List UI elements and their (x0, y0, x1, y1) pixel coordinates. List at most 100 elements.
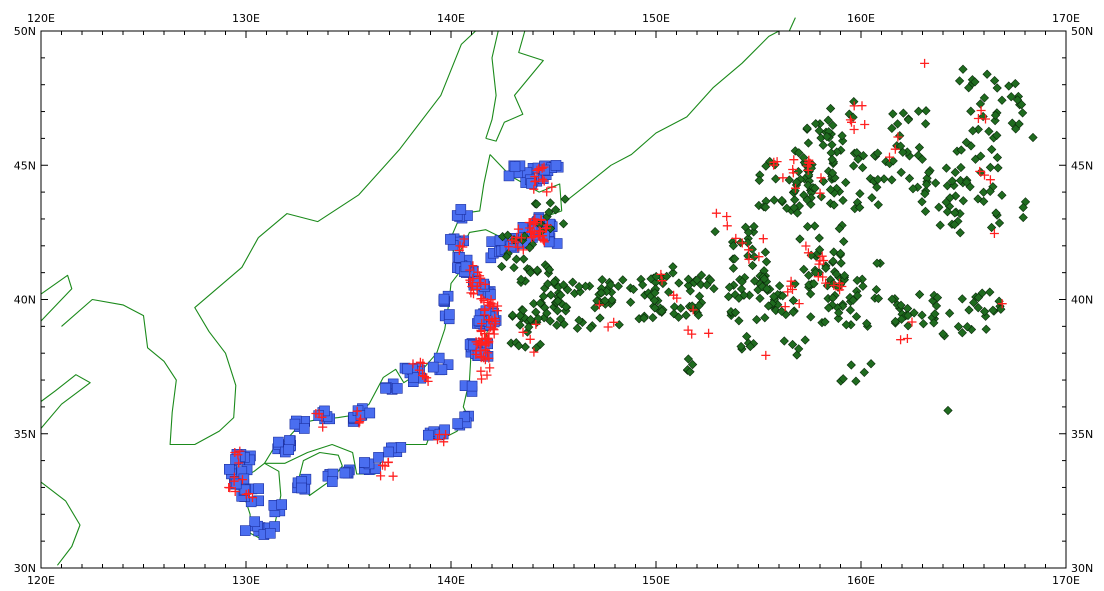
ocean-observation-marker (846, 360, 856, 370)
red-cross-marker (532, 165, 542, 175)
ocean-observation-marker (1018, 212, 1028, 223)
red-cross-marker (476, 366, 486, 376)
red-cross-marker (744, 254, 754, 264)
red-cross-marker (415, 357, 425, 367)
ocean-observation-marker (802, 221, 813, 232)
red-cross-marker (248, 493, 257, 503)
red-cross-marker (482, 370, 492, 380)
ocean-observation-marker (913, 106, 924, 116)
ocean-observation-marker (827, 154, 837, 165)
lat-tick-label-right: 35N (1071, 428, 1093, 441)
sakhalin-coast (485, 30, 544, 142)
ocean-observation-marker (794, 344, 804, 354)
ocean-observation-marker (924, 167, 934, 178)
red-cross-marker (847, 117, 856, 127)
ocean-observation-marker (769, 195, 779, 205)
ocean-observation-marker (930, 309, 940, 319)
ocean-observation-marker (837, 131, 847, 141)
ocean-observation-marker (600, 296, 610, 306)
red-cross-marker (669, 290, 679, 300)
coastal-station-marker (224, 463, 235, 475)
red-cross-marker (537, 163, 547, 173)
coastal-station-marker (380, 382, 391, 394)
ocean-observation-marker (855, 202, 865, 213)
ocean-observation-marker (739, 290, 749, 300)
ocean-observation-marker (728, 241, 739, 251)
ocean-observation-marker (994, 218, 1005, 228)
ocean-observation-marker (607, 295, 617, 305)
ocean-observation-marker (988, 305, 998, 315)
coastal-station-marker (273, 436, 284, 448)
ocean-observation-marker (776, 306, 787, 316)
red-cross-marker (511, 237, 520, 247)
ocean-observation-marker (957, 294, 967, 304)
coastal-station-marker (402, 363, 413, 375)
red-cross-marker (722, 212, 732, 221)
ocean-observation-marker (728, 263, 739, 273)
red-cross-marker (814, 259, 824, 269)
red-cross-marker (512, 232, 522, 242)
ocean-observation-marker (992, 83, 1002, 93)
red-cross-marker (791, 183, 800, 193)
ocean-observation-marker (932, 292, 943, 303)
red-cross-marker (485, 363, 495, 373)
red-cross-marker (975, 166, 985, 176)
ocean-observation-marker (968, 126, 978, 136)
red-cross-markers (224, 58, 1007, 503)
ocean-observation-marker (648, 312, 658, 323)
ocean-observation-marker (793, 166, 804, 177)
ocean-observation-marker (892, 119, 903, 129)
red-cross-marker (711, 208, 721, 218)
ocean-observation-marker (515, 310, 525, 321)
ocean-observation-marker (841, 320, 851, 330)
ocean-observation-marker (681, 310, 691, 320)
ocean-observation-marker (990, 115, 1000, 126)
ocean-observation-marker (1028, 132, 1038, 143)
coastal-station-marker (230, 478, 242, 490)
ocean-observation-marker (760, 247, 771, 257)
ocean-observation-marker (760, 313, 770, 323)
lat-tick-label-left: 30N (14, 562, 36, 575)
red-cross-marker (513, 224, 523, 234)
coastal-station-marker (550, 160, 562, 171)
ocean-observation-marker (562, 285, 573, 295)
ocean-observation-marker (947, 176, 957, 186)
ocean-observation-marker (1018, 202, 1028, 213)
ocean-observation-marker (887, 123, 897, 134)
ocean-observation-marker (574, 281, 584, 292)
ocean-observation-marker (920, 206, 931, 217)
ocean-observation-marker (529, 298, 539, 309)
ocean-observation-marker (560, 194, 570, 204)
red-cross-marker (997, 299, 1007, 309)
red-cross-marker (731, 233, 741, 243)
ocean-observation-marker (895, 131, 905, 141)
ocean-observation-marker (520, 342, 530, 352)
red-cross-marker (455, 241, 465, 251)
ocean-observation-marker (685, 286, 695, 296)
ocean-observation-marker (942, 181, 953, 191)
red-cross-marker (383, 457, 393, 467)
ocean-observation-marker (841, 177, 851, 188)
ocean-observation-marker (743, 238, 753, 248)
ocean-observation-marker (558, 219, 569, 229)
ocean-observation-marker (535, 298, 545, 308)
red-cross-marker (476, 273, 486, 283)
red-cross-marker (233, 450, 243, 460)
ocean-observation-marker (814, 245, 825, 255)
red-cross-marker (817, 251, 827, 261)
ocean-observation-marker (668, 262, 678, 272)
ocean-observation-marker (755, 293, 765, 304)
ocean-observation-marker (1012, 95, 1023, 105)
ocean-observation-marker (976, 151, 986, 161)
ocean-observation-marker (553, 296, 563, 306)
ocean-observation-marker (658, 278, 668, 289)
lon-tick-label-top: 120E (27, 12, 55, 25)
ocean-observation-marker (839, 270, 850, 281)
red-cross-marker (786, 276, 796, 286)
red-cross-marker (459, 234, 469, 244)
coastal-station-marker (517, 222, 529, 233)
coastal-station-markers (224, 160, 564, 540)
kamchatka-coast (788, 17, 796, 32)
red-cross-marker (835, 285, 845, 295)
